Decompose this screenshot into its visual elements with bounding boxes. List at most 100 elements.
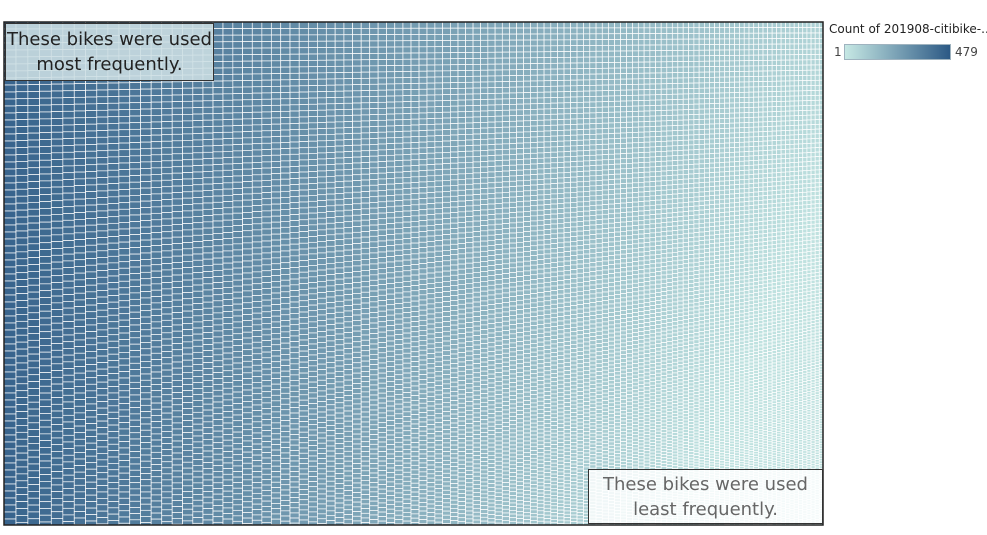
treemap-cell: [343, 47, 353, 55]
treemap-cell: [426, 410, 436, 416]
treemap-cell: [516, 345, 524, 351]
treemap-cell: [307, 177, 318, 184]
treemap-cell: [494, 87, 503, 94]
treemap-cell: [377, 212, 387, 220]
treemap-cell: [386, 195, 396, 202]
treemap-cell: [402, 130, 412, 138]
treemap-cell: [369, 120, 379, 127]
treemap-cell: [15, 487, 29, 496]
treemap-cell: [516, 69, 524, 76]
treemap-cell: [457, 438, 466, 444]
treemap-cell: [50, 518, 64, 526]
treemap-cell: [261, 21, 272, 29]
treemap-cell: [410, 460, 420, 466]
treemap-cell: [39, 501, 52, 509]
treemap-cell: [140, 411, 152, 419]
treemap-cell: [516, 503, 524, 509]
treemap-cell: [3, 231, 17, 240]
treemap-cell: [410, 409, 420, 415]
treemap-cell: [434, 399, 444, 405]
treemap-cell: [426, 40, 436, 48]
treemap-cell: [107, 169, 120, 178]
treemap-cell: [251, 73, 263, 81]
treemap-cell: [251, 67, 263, 75]
treemap-cell: [394, 437, 404, 443]
treemap-cell: [222, 334, 234, 342]
treemap-cell: [212, 61, 224, 69]
treemap-cell: [182, 152, 194, 161]
treemap-cell: [212, 288, 224, 296]
treemap-cell: [39, 324, 52, 333]
treemap-cell: [343, 238, 353, 245]
treemap-cell: [487, 391, 496, 397]
treemap-cell: [343, 450, 353, 457]
treemap-cell: [192, 376, 204, 383]
treemap-cell: [418, 330, 428, 336]
treemap-cell: [307, 506, 318, 513]
treemap-cell: [465, 210, 474, 217]
treemap-cell: [501, 63, 510, 71]
treemap-cell: [472, 296, 481, 303]
treemap-cell: [410, 305, 420, 312]
treemap-cell: [261, 413, 272, 420]
treemap-cell: [386, 400, 396, 407]
treemap-cell: [317, 390, 327, 397]
treemap-cell: [501, 297, 510, 303]
treemap-cell: [27, 98, 40, 106]
treemap-cell: [171, 274, 183, 282]
treemap-cell: [118, 215, 131, 223]
treemap-cell: [352, 492, 362, 498]
treemap-cell: [161, 485, 173, 493]
treemap-cell: [394, 113, 404, 121]
treemap-cell: [242, 479, 253, 486]
treemap-cell: [307, 91, 318, 99]
treemap-cell: [369, 59, 379, 67]
treemap-cell: [242, 325, 253, 333]
treemap-cell: [369, 290, 379, 297]
treemap-cell: [62, 448, 75, 456]
treemap-cell: [402, 317, 412, 324]
treemap-cell: [270, 508, 282, 515]
treemap-cell: [232, 106, 243, 114]
treemap-cell: [39, 173, 52, 182]
treemap-cell: [317, 134, 327, 142]
treemap-cell: [3, 294, 17, 303]
treemap-cell: [73, 164, 86, 173]
treemap-cell: [434, 462, 444, 468]
treemap-cell: [410, 341, 420, 348]
treemap-cell: [450, 462, 459, 467]
treemap-cell: [377, 412, 387, 419]
treemap-cell: [494, 45, 503, 53]
treemap-cell: [487, 400, 496, 406]
treemap-cell: [280, 117, 291, 125]
treemap-cell: [307, 434, 318, 441]
treemap-cell: [3, 287, 17, 296]
treemap-cell: [85, 331, 98, 339]
treemap-cell: [96, 136, 109, 145]
treemap-cell: [317, 478, 327, 485]
treemap-cell: [270, 518, 282, 525]
treemap-cell: [487, 284, 496, 291]
treemap-cell: [280, 104, 291, 112]
treemap-cell: [261, 323, 272, 330]
treemap-cell: [50, 254, 64, 263]
treemap-cell: [289, 79, 300, 87]
treemap-cell: [516, 246, 524, 253]
treemap-cell: [369, 448, 379, 455]
treemap-cell: [261, 479, 272, 486]
treemap-cell: [386, 508, 396, 515]
treemap-cell: [39, 90, 52, 99]
treemap-cell: [465, 167, 474, 174]
treemap-cell: [487, 51, 496, 59]
treemap-cell: [377, 284, 387, 291]
treemap-cell: [402, 286, 412, 293]
treemap-cell: [386, 83, 396, 91]
treemap-cell: [434, 229, 444, 236]
treemap-cell: [107, 366, 120, 374]
treemap-cell: [107, 236, 120, 244]
treemap-cell: [465, 465, 474, 471]
treemap-cell: [62, 307, 75, 316]
treemap-cell: [426, 348, 436, 354]
treemap-cell: [85, 475, 98, 483]
treemap-cell: [62, 321, 75, 329]
